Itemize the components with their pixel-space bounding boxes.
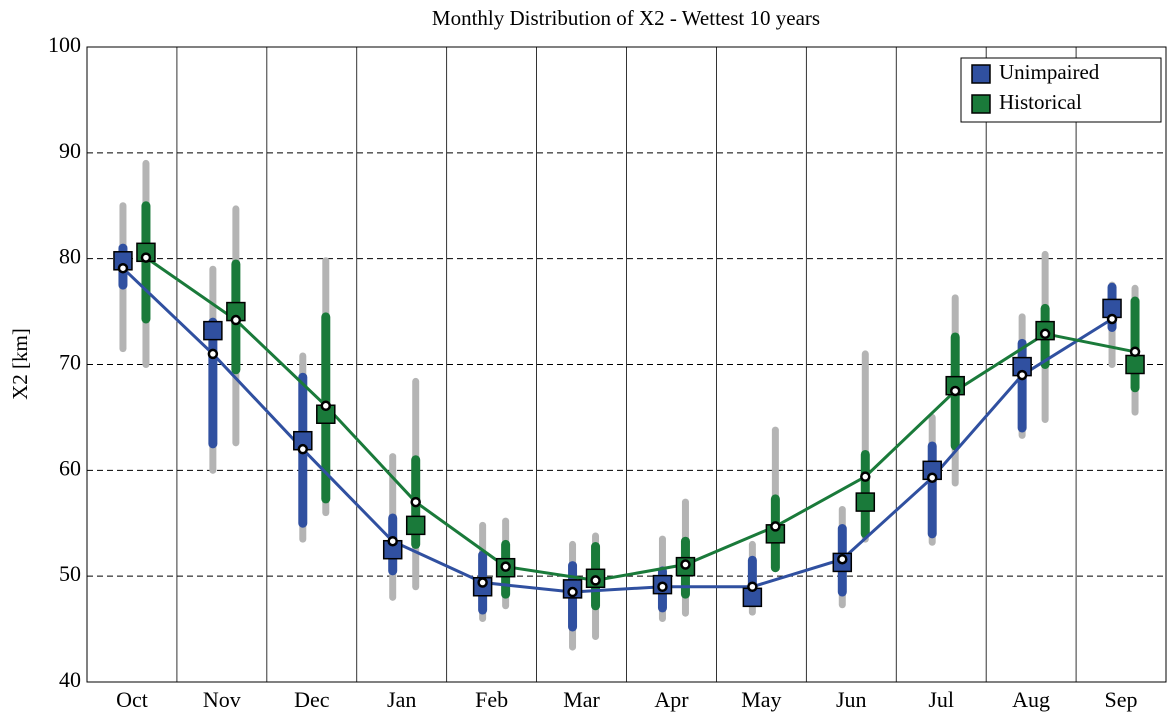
legend-label: Historical: [999, 90, 1082, 114]
y-tick-label: 100: [48, 32, 81, 57]
square-marker: [405, 515, 426, 536]
x-tick-label: Jul: [928, 687, 954, 712]
x-tick-label: Aug: [1012, 687, 1050, 712]
y-tick-label: 40: [59, 667, 81, 692]
circle-marker: [410, 496, 421, 508]
x-tick-label: Dec: [294, 687, 330, 712]
median-line: [121, 267, 1113, 594]
series-ranges: [141, 159, 1140, 640]
y-tick-label: 60: [59, 455, 81, 480]
circle-marker: [387, 535, 398, 547]
x-tick-label: Feb: [475, 687, 508, 712]
circle-marker: [837, 553, 848, 565]
x-tick-label: Apr: [654, 687, 689, 712]
legend-box: [960, 57, 1162, 123]
plot-frame: [86, 46, 1167, 683]
circle-marker: [230, 314, 242, 326]
circle-marker: [140, 252, 152, 263]
circle-marker: [770, 521, 781, 532]
x-tick-label: Jun: [836, 687, 867, 712]
y-axis-label: X2 [km]: [8, 328, 32, 400]
chart-title: Monthly Distribution of X2 - Wettest 10 …: [432, 6, 820, 30]
square-marker: [203, 320, 223, 341]
x-tick-label: Nov: [203, 687, 241, 712]
circle-marker: [567, 586, 578, 598]
median-line: [145, 256, 1136, 582]
circle-marker: [926, 472, 938, 483]
x-tick-label: Sep: [1105, 687, 1138, 712]
series-ranges: [118, 202, 1117, 651]
circle-marker: [117, 262, 129, 274]
circle-marker: [680, 559, 691, 570]
circle-marker: [949, 385, 961, 397]
x-tick-label: Jan: [387, 687, 416, 712]
legend-swatch: [971, 64, 991, 84]
circle-marker: [500, 561, 511, 572]
circle-marker: [1016, 369, 1028, 381]
square-marker: [1125, 354, 1145, 375]
circle-marker: [477, 577, 488, 588]
y-tick-label: 50: [59, 561, 81, 586]
circle-marker: [1106, 313, 1118, 325]
x-tick-label: May: [741, 687, 781, 712]
legend-label: Unimpaired: [999, 60, 1100, 84]
circle-marker: [320, 400, 332, 412]
circle-marker: [207, 348, 219, 360]
circle-marker: [1039, 328, 1051, 340]
circle-marker: [590, 575, 601, 586]
y-tick-label: 90: [59, 138, 81, 163]
circle-marker: [297, 443, 309, 455]
x-tick-label: Mar: [563, 687, 600, 712]
circle-marker: [657, 581, 668, 592]
circle-marker: [860, 471, 871, 482]
circle-marker: [1129, 346, 1141, 358]
square-marker: [855, 492, 876, 512]
y-tick-label: 70: [59, 350, 81, 375]
y-tick-label: 80: [59, 244, 81, 269]
legend-swatch: [971, 94, 991, 114]
x-tick-label: Oct: [116, 687, 148, 712]
circle-marker: [747, 581, 758, 592]
